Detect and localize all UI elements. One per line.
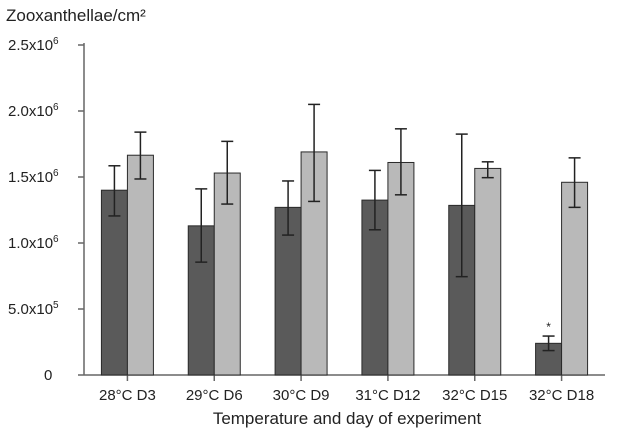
significance-marker: *: [546, 320, 551, 334]
y-axis: 0 5.0x105 1.0x106 1.5x106 2.0x106 2.5x106: [8, 36, 85, 384]
y-tick-label: 5.0x105: [8, 300, 59, 318]
x-tick-label: 31°C D12: [355, 387, 420, 404]
x-tick-label: 29°C D6: [186, 387, 243, 404]
y-axis-title: Zooxanthellae/cm²: [6, 6, 146, 25]
x-tick-label: 28°C D3: [99, 387, 156, 404]
y-tick-label: 0: [44, 367, 52, 384]
y-tick-label: 2.5x106: [8, 36, 59, 54]
bars-group: [100, 151, 589, 376]
y-tick-label: 1.0x106: [8, 234, 59, 252]
x-axis-title: Temperature and day of experiment: [213, 409, 482, 428]
bar: [387, 161, 415, 376]
bar: [126, 154, 154, 376]
y-tick-label: 1.5x106: [8, 168, 59, 186]
y-tick-label: 2.0x106: [8, 102, 59, 120]
bar: [213, 172, 241, 376]
x-axis: 28°C D3 29°C D6 30°C D9 31°C D12 32°C D15 32°…: [84, 374, 605, 404]
x-tick-label: 30°C D9: [273, 387, 330, 404]
bar: [474, 167, 502, 376]
bar: [100, 189, 128, 376]
error-bars-group: [108, 103, 581, 352]
x-tick-label: 32°C D18: [529, 387, 594, 404]
bar: [561, 181, 589, 376]
annotations-group: *: [546, 320, 551, 334]
x-tick-label: 32°C D15: [442, 387, 507, 404]
